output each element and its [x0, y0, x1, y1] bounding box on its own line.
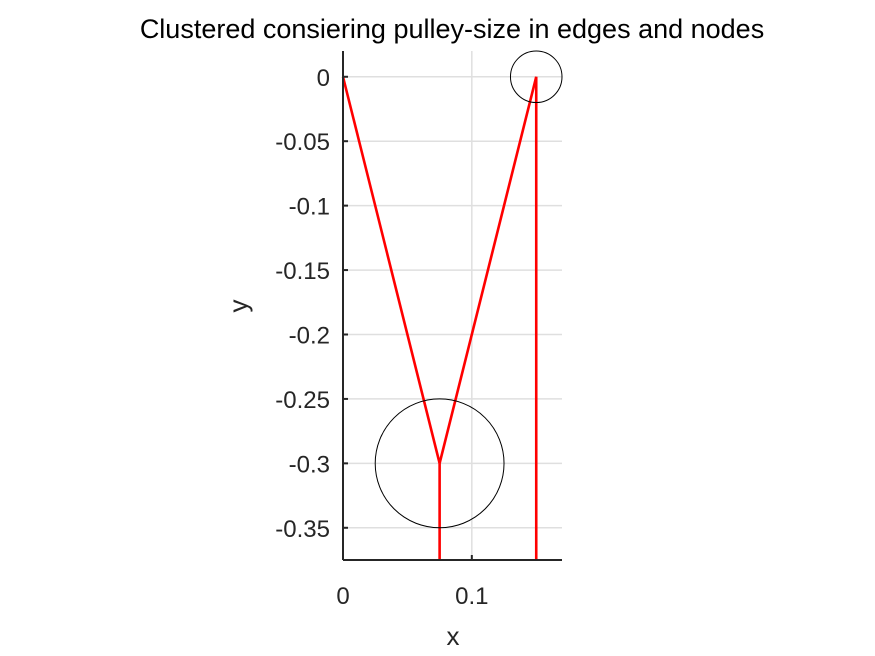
y-tick-label: -0.15: [275, 258, 330, 285]
x-axis-label: x: [447, 621, 460, 651]
edge-line: [341, 76, 441, 464]
tick-labels: 0 0.1 0 -0.05 -0.1 -0.15 -0.2 -0.25 -0.3 -0.35: [275, 65, 488, 610]
y-tick-label: -0.05: [275, 129, 330, 156]
y-axis-label: y: [223, 300, 253, 313]
pulley-circle: [374, 398, 505, 529]
edges: [341, 76, 538, 560]
y-tick-label: -0.25: [275, 387, 330, 414]
pulley-circle: [509, 50, 563, 104]
x-tick-label: 0: [336, 583, 349, 610]
edge-line: [438, 76, 538, 464]
y-tick-label: -0.35: [275, 516, 330, 543]
y-tick-label: -0.2: [289, 322, 330, 349]
y-tick-label: 0: [317, 65, 330, 92]
y-tick-label: -0.1: [289, 194, 330, 221]
axes: [342, 51, 562, 561]
grid: [342, 51, 562, 560]
y-tick-label: -0.3: [289, 451, 330, 478]
pulleys: [374, 50, 563, 529]
chart-title: Clustered consiering pulley-size in edge…: [140, 14, 764, 44]
x-tick-label: 0.1: [455, 583, 488, 610]
